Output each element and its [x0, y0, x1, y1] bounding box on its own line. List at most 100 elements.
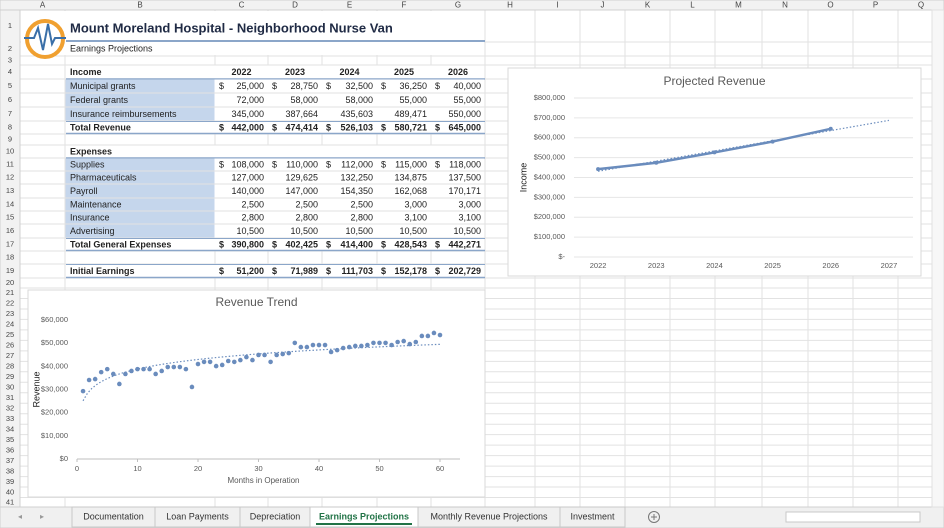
- currency: $: [272, 122, 277, 132]
- add-sheet[interactable]: [648, 511, 660, 523]
- x-axis-label: Months in Operation: [227, 476, 299, 485]
- cell-value: 51,200: [236, 266, 264, 276]
- v-scrollbar[interactable]: [931, 9, 944, 508]
- column-header: B: [137, 1, 142, 10]
- cell-value: 2,800: [295, 212, 318, 222]
- cell-value: 55,000: [453, 95, 481, 105]
- sheet-tab-label[interactable]: Earnings Projections: [319, 511, 409, 521]
- cell-value: 10,500: [290, 226, 318, 236]
- cell-value: 28,750: [290, 81, 318, 91]
- currency: $: [381, 159, 386, 169]
- title-cover: [21, 11, 484, 55]
- year-header: 2025: [394, 67, 414, 77]
- cell-value: 140,000: [231, 186, 264, 196]
- sheet-tab-label[interactable]: Documentation: [83, 511, 144, 521]
- y-tick-label: $40,000: [41, 361, 68, 370]
- row-cover: [65, 121, 485, 134]
- cell-value: 345,000: [231, 109, 264, 119]
- row-label: Payroll: [70, 186, 98, 196]
- cell-value: 147,000: [285, 186, 318, 196]
- row-label: Federal grants: [70, 95, 129, 105]
- cell-value: 2,500: [295, 199, 318, 209]
- point: [111, 371, 116, 377]
- column-header: J: [601, 1, 605, 10]
- cell-value: 645,000: [448, 122, 481, 132]
- trendline: [82, 343, 441, 402]
- column-header: L: [690, 1, 695, 10]
- row-header: 8: [8, 122, 12, 131]
- row-header: 24: [6, 320, 14, 329]
- point: [322, 342, 328, 348]
- cell-value: 2,500: [241, 199, 264, 209]
- year-header: 2022: [231, 67, 251, 77]
- currency: $: [272, 239, 277, 249]
- point: [213, 363, 219, 369]
- cell-value: 32,500: [345, 81, 373, 91]
- cell-value: 3,000: [458, 199, 481, 209]
- row-header: 33: [6, 414, 14, 423]
- year-header: 2023: [285, 67, 305, 77]
- row-header: 11: [6, 159, 14, 168]
- x-tick-label: 2024: [706, 261, 723, 270]
- sheet-tab-label[interactable]: Monthly Revenue Projections: [430, 511, 548, 521]
- point: [654, 160, 659, 165]
- cell-value: 10,500: [399, 226, 427, 236]
- x-tick-label: 20: [194, 464, 202, 473]
- row-label: Insurance: [70, 212, 110, 222]
- h-scrollbar[interactable]: [785, 511, 921, 523]
- point: [431, 330, 437, 336]
- currency: $: [381, 239, 386, 249]
- label-cell: [65, 224, 215, 238]
- cell-value: 2,500: [350, 199, 373, 209]
- y-tick-label: $500,000: [534, 153, 565, 162]
- column-header-bar: [0, 0, 944, 11]
- point: [413, 339, 419, 345]
- cell-value: 154,350: [340, 186, 373, 196]
- cell-value: 10,500: [236, 226, 264, 236]
- cell-value: 137,500: [448, 172, 481, 182]
- cell-value: 112,000: [341, 159, 373, 169]
- cell-value: 58,000: [345, 95, 373, 105]
- point: [244, 354, 249, 360]
- cell-value: 134,875: [394, 172, 427, 182]
- row-header: 35: [6, 435, 14, 444]
- chart-title: Revenue Trend: [215, 295, 297, 309]
- sheet-tab-label[interactable]: Loan Payments: [166, 511, 229, 521]
- cell-value: 110,000: [286, 159, 318, 169]
- sheet-tab[interactable]: [559, 506, 626, 528]
- subtitle: Earnings Projections: [70, 43, 153, 53]
- point: [828, 126, 833, 131]
- y-tick-label: $0: [60, 454, 68, 463]
- point: [274, 352, 279, 358]
- point: [292, 340, 298, 346]
- currency: $: [219, 159, 224, 169]
- row-header: 12: [6, 172, 14, 181]
- currency: $: [219, 266, 224, 276]
- y-axis-label: Income: [518, 163, 528, 193]
- x-tick-label: 2026: [822, 261, 839, 270]
- y-tick-label: $100,000: [534, 232, 565, 241]
- cell-value: 58,000: [290, 95, 318, 105]
- chart-area: [507, 67, 922, 277]
- y-tick-label: $300,000: [534, 192, 565, 201]
- currency: $: [435, 122, 440, 132]
- row-label: Insurance reimbursements: [70, 109, 177, 119]
- year-header: 2024: [339, 67, 359, 77]
- point: [232, 359, 237, 365]
- point: [268, 359, 273, 365]
- sheet-tab-label[interactable]: Depreciation: [250, 511, 301, 521]
- sheet-tab-label[interactable]: Investment: [570, 511, 615, 521]
- cell-value: 387,664: [285, 109, 318, 119]
- currency: $: [272, 81, 277, 91]
- x-tick-label: 30: [254, 464, 262, 473]
- row-header: 40: [6, 487, 14, 496]
- cell-value: 580,721: [394, 122, 427, 132]
- x-tick-label: 2027: [881, 261, 898, 270]
- point: [383, 340, 388, 346]
- currency: $: [326, 159, 331, 169]
- row-label: Initial Earnings: [70, 266, 135, 276]
- row-cover: [65, 238, 485, 251]
- currency: $: [219, 239, 224, 249]
